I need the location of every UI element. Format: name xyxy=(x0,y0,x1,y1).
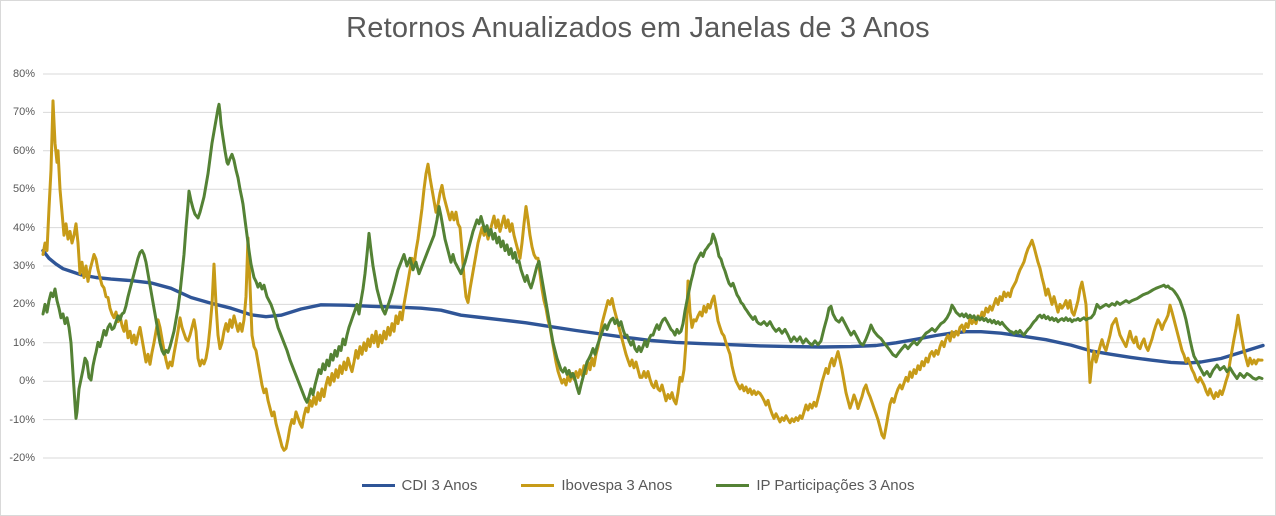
legend-item-ibovespa: Ibovespa 3 Anos xyxy=(521,477,672,494)
y-axis-tick-label: 60% xyxy=(12,144,35,157)
legend-label-ip: IP Participações 3 Anos xyxy=(756,477,915,494)
legend-label-cdi: CDI 3 Anos xyxy=(401,477,478,494)
legend-label-ibovespa: Ibovespa 3 Anos xyxy=(561,477,673,494)
y-axis-tick-label: 20% xyxy=(12,298,35,311)
y-axis-tick-label: -10% xyxy=(9,413,35,426)
y-axis-tick-label: 40% xyxy=(12,221,35,234)
y-axis-tick-label: 70% xyxy=(12,106,35,119)
y-axis-tick-label: 80% xyxy=(12,68,35,80)
y-axis-tick-label: -20% xyxy=(9,452,35,464)
y-axis-tick-label: 10% xyxy=(12,336,35,349)
ibovespa-line-swatch-icon xyxy=(521,484,555,487)
series-line-ip xyxy=(41,102,1264,420)
chart-title: Retornos Anualizados em Janelas de 3 Ano… xyxy=(346,12,930,44)
legend-item-ip: IP Participações 3 Anos xyxy=(716,477,914,494)
cdi-line-swatch-icon xyxy=(361,484,395,487)
legend-item-cdi: CDI 3 Anos xyxy=(361,477,478,494)
ip-line-swatch-icon xyxy=(716,484,750,487)
series-line-cdi xyxy=(41,248,1265,365)
y-axis-tick-label: 30% xyxy=(12,260,35,272)
series-line-ibovespa xyxy=(41,99,1264,452)
legend: CDI 3 Anos Ibovespa 3 Anos IP Participaç… xyxy=(1,477,1275,494)
y-axis-tick-label: 0% xyxy=(19,375,35,388)
y-axis-tick-label: 50% xyxy=(12,183,35,196)
